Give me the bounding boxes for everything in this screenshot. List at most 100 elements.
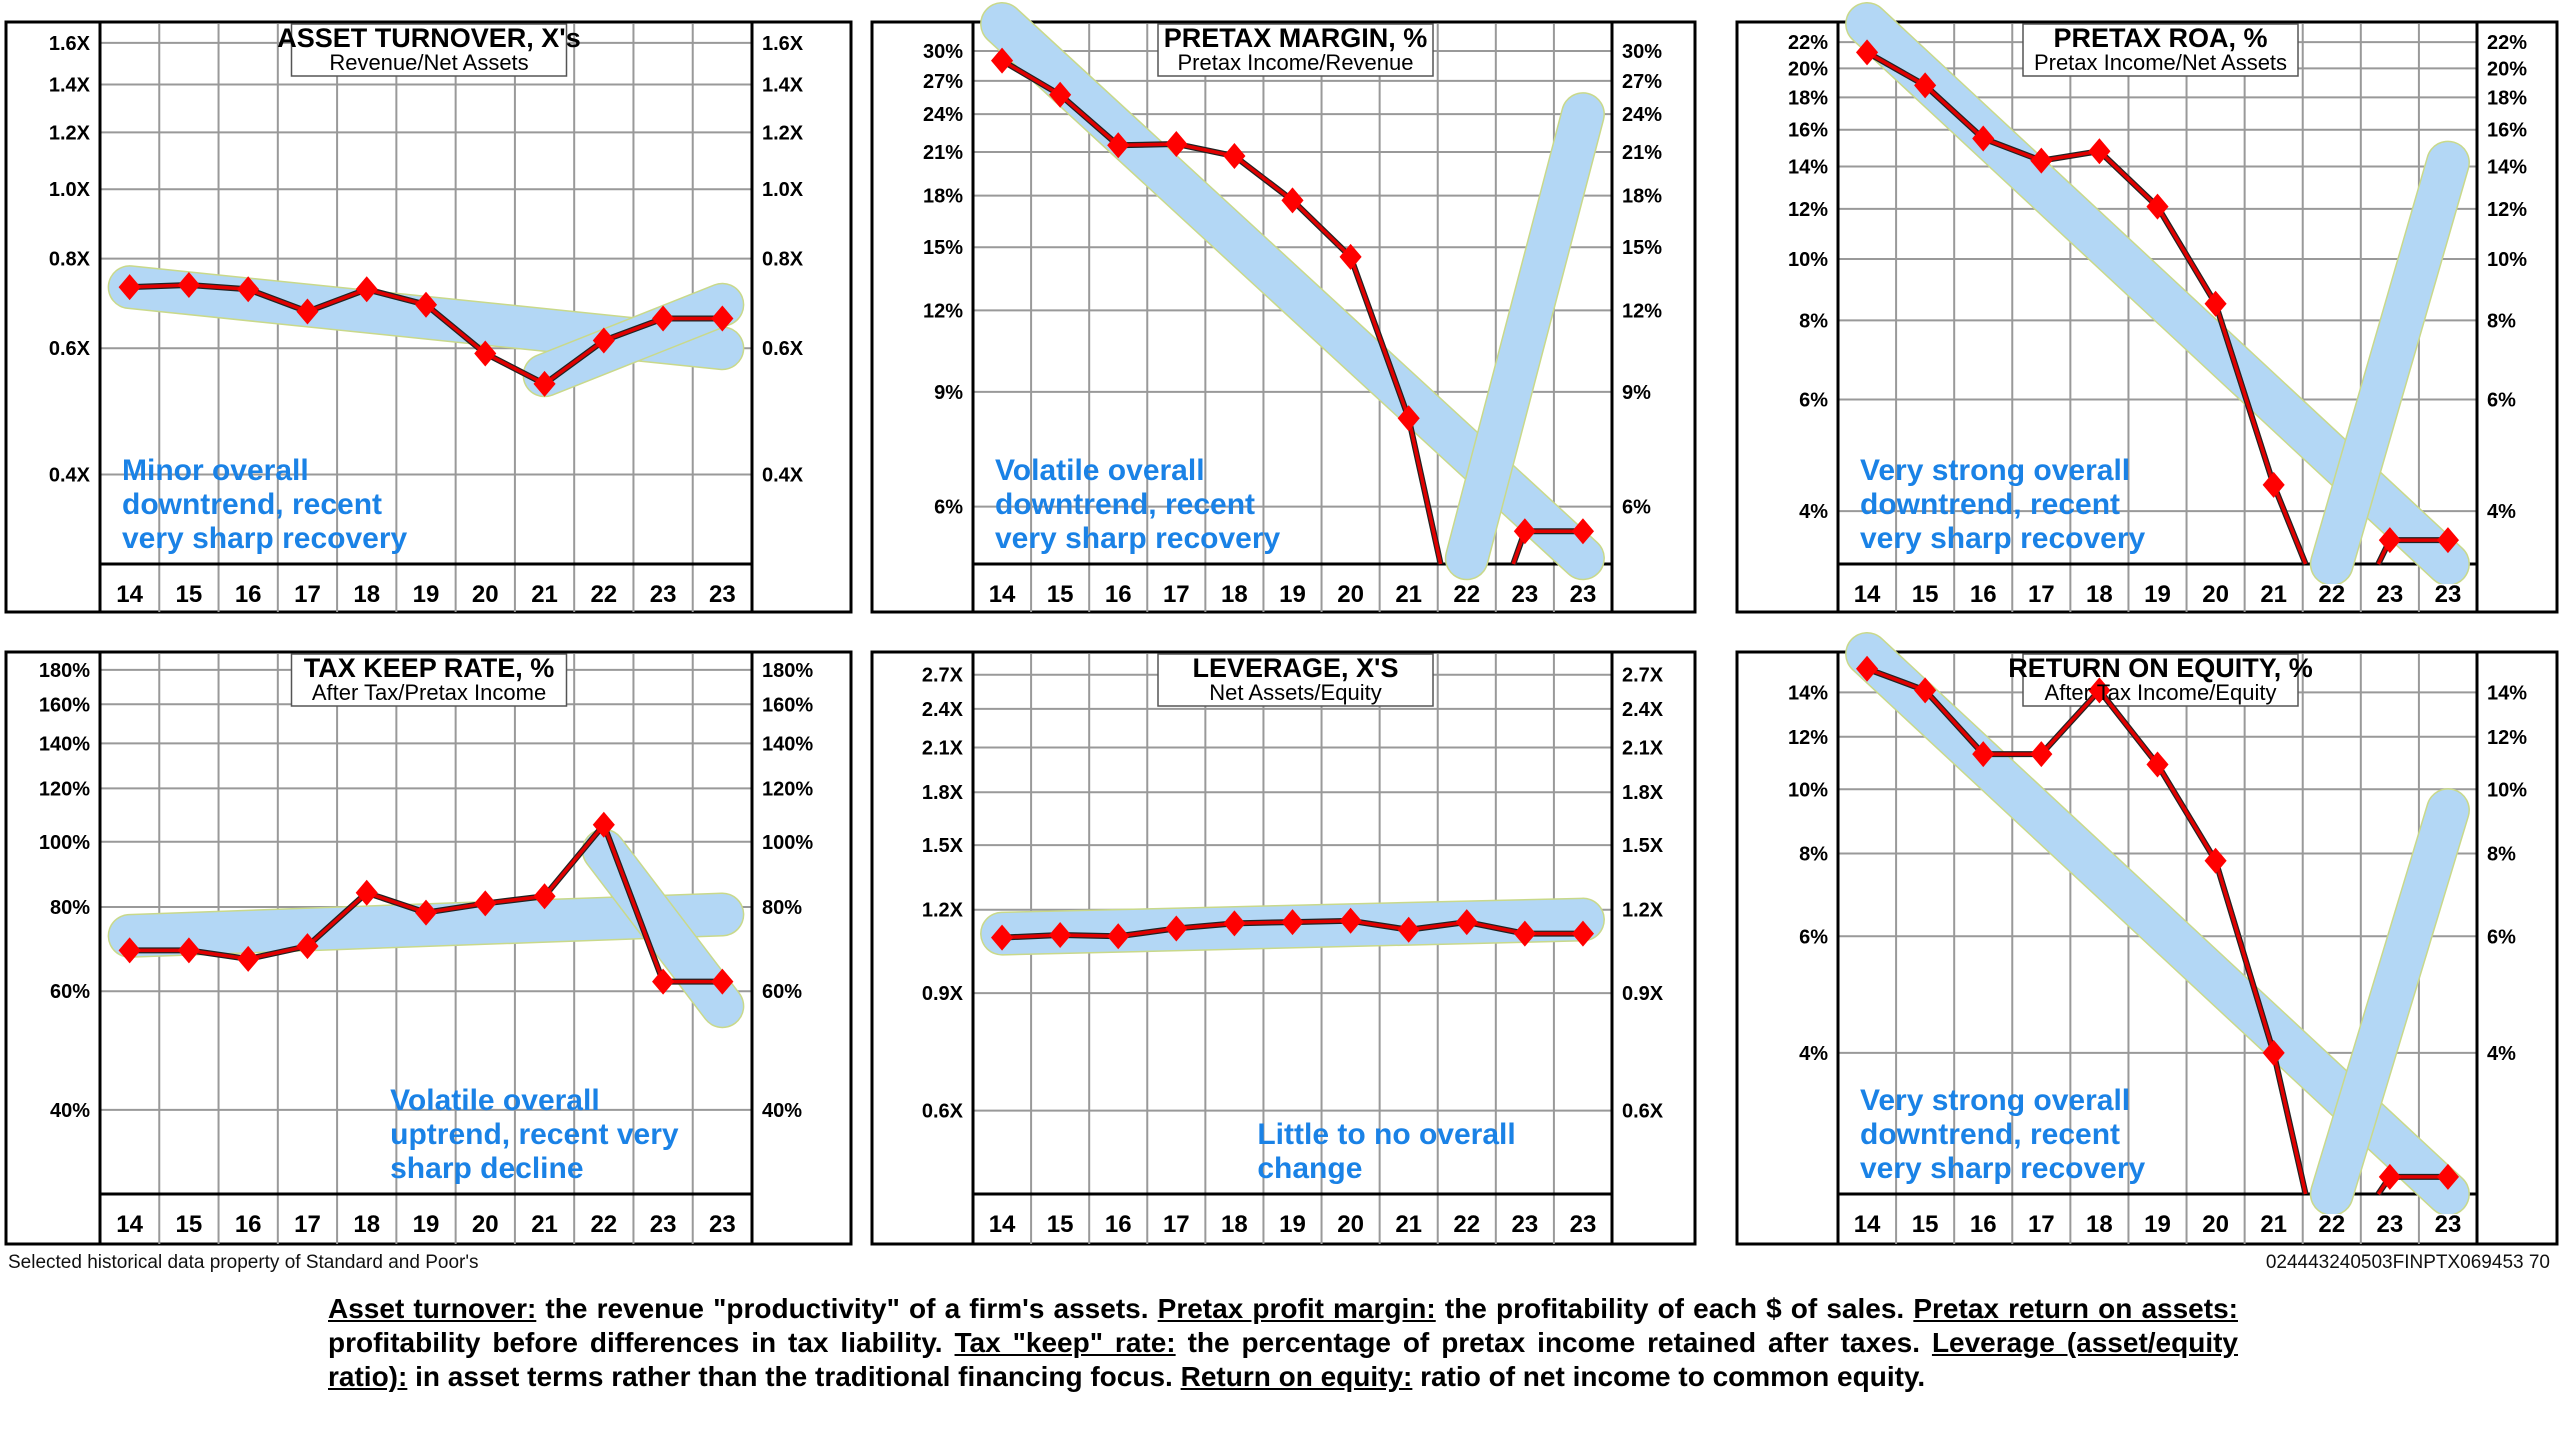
series-drop-offchart (2271, 1052, 2308, 1195)
x-tick-label: 15 (176, 581, 203, 608)
y-tick-label-right: 16% (2487, 120, 2527, 142)
y-tick-label-left: 6% (934, 497, 963, 519)
y-tick-label-left: 0.4X (49, 464, 91, 486)
data-point-marker (2146, 193, 2169, 220)
x-tick-label: 23 (2377, 581, 2404, 608)
x-tick-label: 17 (1163, 581, 1190, 608)
data-point-marker (1455, 909, 1478, 936)
data-point-marker (652, 305, 675, 332)
y-tick-label-right: 140% (762, 733, 813, 755)
x-tick-label: 14 (1854, 581, 1881, 608)
data-point-marker (711, 305, 734, 332)
data-point-marker (1223, 910, 1246, 937)
data-point-marker (2146, 751, 2169, 778)
y-tick-label-right: 2.1X (1622, 738, 1664, 760)
trend-annotation: Very strong overall (1860, 454, 2130, 487)
y-tick-label-left: 18% (923, 186, 963, 208)
data-point-marker (2204, 290, 2227, 317)
data-point-marker (592, 811, 615, 838)
y-tick-label-right: 1.6X (762, 33, 804, 55)
data-point-marker (237, 276, 260, 303)
series-segment (2040, 689, 2101, 756)
x-tick-label: 22 (590, 1211, 617, 1238)
y-tick-label-left: 30% (923, 41, 963, 63)
data-series (1855, 655, 2460, 1196)
y-tick-label-right: 24% (1622, 104, 1662, 126)
y-tick-label-left: 14% (1788, 682, 1828, 704)
chart-title: PRETAX MARGIN, % (1164, 23, 1428, 53)
series-segment (2098, 149, 2159, 208)
y-tick-label-right: 8% (2487, 843, 2516, 865)
data-point-marker (2262, 1039, 2285, 1066)
y-tick-label-left: 6% (1799, 390, 1828, 412)
data-series (118, 272, 734, 397)
x-tick-label: 21 (1395, 581, 1422, 608)
x-tick-label: 22 (2318, 1211, 2345, 1238)
data-point-marker (2436, 527, 2460, 554)
data-point-marker (990, 924, 1014, 951)
series-segment (1058, 93, 1120, 147)
data-point-marker (296, 933, 319, 960)
title-box (2022, 23, 2299, 77)
series-segment (1001, 59, 1062, 97)
series-segment (425, 901, 486, 915)
series-segment (543, 823, 606, 898)
y-tick-label-left: 0.9X (922, 983, 964, 1005)
x-tick-label: 14 (116, 581, 143, 608)
x-tick-label: 23 (2435, 1211, 2462, 1238)
y-tick-label-right: 4% (2487, 501, 2516, 523)
data-point-marker (1281, 187, 1304, 214)
x-tick-label: 15 (1047, 1211, 1074, 1238)
y-tick-label-right: 0.6X (1622, 1101, 1664, 1123)
y-tick-label-right: 20% (2487, 58, 2527, 80)
series-segment (484, 351, 546, 386)
y-tick-label-left: 12% (1788, 199, 1828, 221)
y-tick-label-right: 2.4X (1622, 699, 1664, 721)
y-tick-label-right: 18% (1622, 186, 1662, 208)
definition-term: Pretax profit margin: (1157, 1293, 1436, 1324)
series-segment (603, 316, 664, 343)
data-point-marker (1165, 915, 1188, 942)
data-series (1855, 39, 2460, 566)
x-tick-label: 23 (1570, 1211, 1597, 1238)
chart-subtitle: Pretax Income/Net Assets (2034, 50, 2287, 75)
chart-title: RETURN ON EQUITY, % (2008, 653, 2313, 683)
x-tick-label: 22 (2318, 581, 2345, 608)
y-tick-label-right: 6% (2487, 926, 2516, 948)
data-point-marker (990, 47, 1014, 74)
x-tick-label: 19 (2144, 581, 2171, 608)
title-box (290, 653, 568, 707)
data-point-marker (1107, 132, 1130, 159)
y-tick-label-left: 12% (1788, 727, 1828, 749)
chart-panel: 0.6X 0.6X 0.9X 0.9X 1.2X 1.2X 1.5X 1.5X 1.8X 1.8X… (870, 650, 1697, 1246)
data-point-marker (1339, 243, 1362, 270)
data-point-marker (1914, 72, 1937, 99)
data-point-marker (414, 291, 438, 318)
series-segment (2155, 205, 2218, 305)
trend-annotation: change (1257, 1152, 1362, 1185)
trend-annotation: downtrend, recent (122, 488, 382, 521)
data-point-marker (118, 274, 141, 301)
y-tick-label-left: 27% (923, 71, 963, 93)
series-segment (1923, 689, 1985, 756)
y-tick-label-left: 160% (39, 694, 90, 716)
y-tick-label-left: 24% (923, 104, 963, 126)
x-tick-label: 23 (2377, 1211, 2404, 1238)
data-point-marker (2088, 138, 2111, 165)
y-tick-label-right: 10% (2487, 779, 2527, 801)
y-tick-label-left: 8% (1799, 843, 1828, 865)
y-tick-label-right: 160% (762, 694, 813, 716)
y-tick-label-right: 10% (2487, 249, 2527, 271)
y-tick-label-left: 9% (934, 382, 963, 404)
trend-annotation: very sharp recovery (995, 522, 1281, 555)
data-point-marker (1397, 916, 1420, 943)
x-tick-label: 21 (531, 1211, 558, 1238)
series-segment (247, 944, 308, 961)
definition-term: Leverage (asset/equity ratio): (328, 1327, 2239, 1392)
y-tick-label-right: 27% (1622, 71, 1662, 93)
y-tick-label-right: 1.5X (1622, 835, 1664, 857)
series-segment (188, 948, 249, 961)
x-tick-label: 23 (1512, 581, 1539, 608)
y-tick-label-right: 1.2X (1622, 900, 1664, 922)
